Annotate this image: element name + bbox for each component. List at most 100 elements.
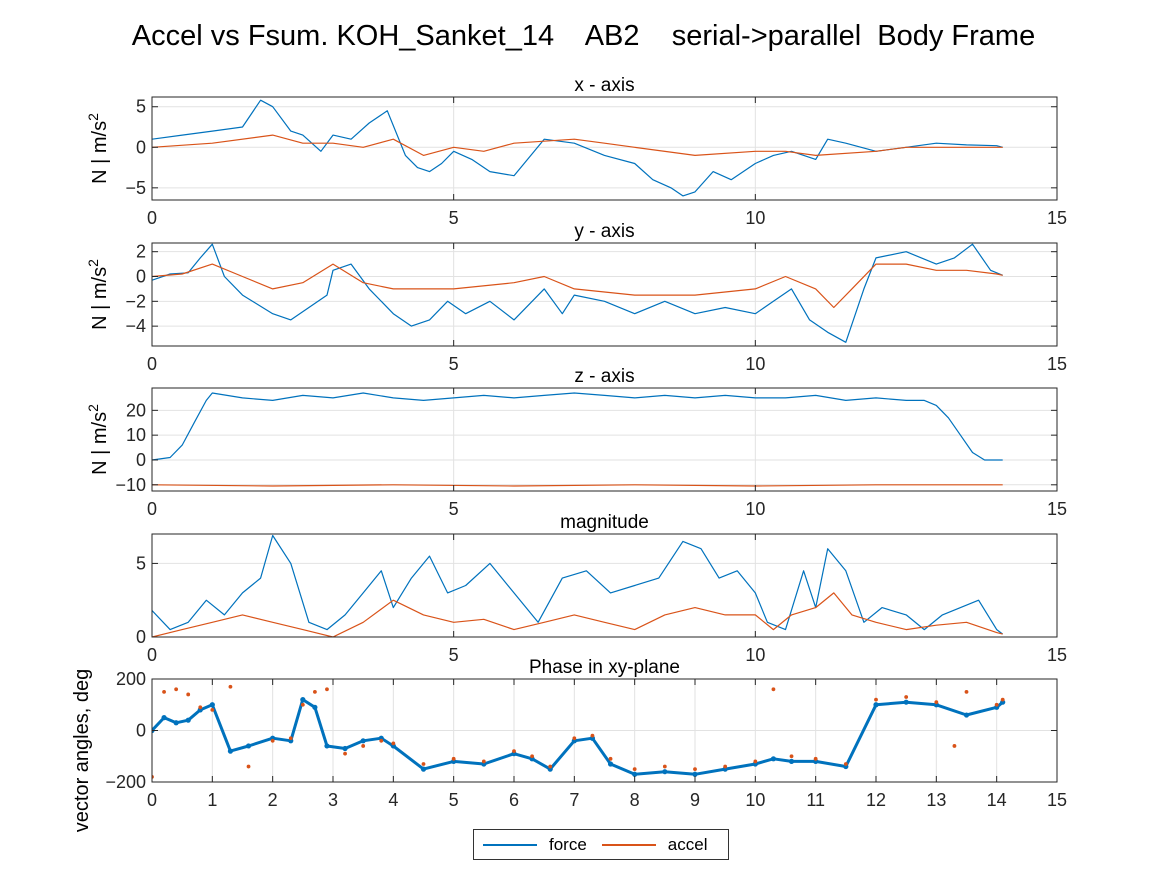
x-tick-label-2-2: 10 <box>745 354 765 374</box>
x-tick-label-1-1: 5 <box>449 208 459 228</box>
point-accel-5-25 <box>608 756 613 761</box>
point-accel-5-14 <box>361 744 366 748</box>
subplot-2: 0 5 10 15 −4 −2 0 2 y - axis N | m/s2 <box>85 221 1067 374</box>
point-accel-5-1 <box>162 689 166 694</box>
x-tick-label-5-6: 6 <box>509 790 519 810</box>
y-tick-label-2-0: −4 <box>125 316 146 336</box>
point-accel-5-13 <box>343 751 347 756</box>
series-line-accel-1 <box>152 134 1003 156</box>
x-tick-label-4-0: 0 <box>147 645 157 665</box>
axes-box-3 <box>151 387 1058 492</box>
point-accel-5-8 <box>270 738 275 743</box>
point-accel-5-15 <box>379 738 384 743</box>
x-tick-label-5-5: 5 <box>449 790 459 810</box>
series-line-force-3 <box>152 392 1003 461</box>
legend-label-accel: accel <box>667 834 708 854</box>
point-accel-5-19 <box>481 759 486 764</box>
y-tick-label-4-0: 0 <box>136 627 146 647</box>
x-tick-label-3-1: 5 <box>449 499 459 519</box>
point-accel-5-33 <box>813 756 818 761</box>
y-axis-label-2: N | m/s2 <box>85 259 111 330</box>
point-accel-5-21 <box>530 754 534 759</box>
y-tick-label-2-1: −2 <box>125 291 146 311</box>
x-tick-label-5-7: 7 <box>569 790 579 810</box>
legend: force accel <box>473 829 729 860</box>
x-tick-label-5-3: 3 <box>328 790 338 810</box>
point-accel-5-30 <box>753 759 758 764</box>
axes-box-4 <box>151 533 1058 638</box>
subplot-4: 0 5 10 15 0 5 magnitude <box>136 512 1067 665</box>
y-axis-label-1: N | m/s2 <box>85 113 111 184</box>
plot-area-4 <box>152 534 1004 637</box>
point-accel-5-10 <box>300 702 305 707</box>
series-line-force-2 <box>152 243 1003 343</box>
plot-area-5 <box>152 684 1006 779</box>
point-accel-5-16 <box>391 741 396 746</box>
point-accel-5-29 <box>723 764 728 769</box>
point-accel-5-12 <box>325 687 329 692</box>
point-accel-5-31 <box>771 687 776 692</box>
y-axis-label-3: N | m/s2 <box>85 404 111 475</box>
x-tick-label-5-15: 15 <box>1047 790 1067 810</box>
y-axis-label-5: vector angles, deg <box>71 669 93 832</box>
series-line-force-4 <box>152 534 1004 635</box>
y-tick-label-5-1: 0 <box>136 721 146 741</box>
y-tick-label-3-0: −10 <box>115 475 146 495</box>
point-accel-5-22 <box>548 764 553 769</box>
x-tick-label-5-12: 12 <box>866 790 886 810</box>
point-accel-5-6 <box>228 684 233 689</box>
subplot-title-5: Phase in xy-plane <box>529 657 680 678</box>
y-tick-label-1-0: −5 <box>125 178 146 198</box>
axes-box-1 <box>151 96 1058 201</box>
point-accel-5-28 <box>693 767 697 772</box>
plot-area-1 <box>152 99 1003 197</box>
subplot-title-1: x - axis <box>574 75 634 96</box>
y-tick-label-3-2: 10 <box>126 425 146 445</box>
x-tick-label-5-4: 4 <box>388 790 398 810</box>
x-tick-label-2-3: 15 <box>1047 354 1067 374</box>
plot-area-3 <box>152 392 1003 487</box>
point-accel-5-17 <box>421 762 426 766</box>
subplot-title-3: z - axis <box>574 366 634 387</box>
x-tick-label-5-0: 0 <box>147 790 157 810</box>
x-tick-label-2-0: 0 <box>147 354 157 374</box>
series-line-accel-3 <box>152 484 1003 487</box>
y-tick-label-1-1: 0 <box>136 137 146 157</box>
point-accel-5-9 <box>288 736 293 741</box>
y-tick-label-5-2: 200 <box>116 669 146 689</box>
legend-item-force: force <box>483 835 587 855</box>
series-line-force-1 <box>152 99 1003 197</box>
x-tick-label-2-1: 5 <box>449 354 459 374</box>
x-tick-label-5-13: 13 <box>926 790 946 810</box>
x-tick-label-1-2: 10 <box>745 208 765 228</box>
point-accel-5-2 <box>174 687 179 692</box>
y-tick-label-2-3: 2 <box>136 242 146 262</box>
x-tick-label-3-2: 10 <box>745 499 765 519</box>
x-tick-label-5-11: 11 <box>806 790 825 810</box>
y-tick-label-4-1: 5 <box>136 553 146 573</box>
x-tick-label-5-9: 9 <box>690 790 700 810</box>
legend-item-accel: accel <box>601 834 708 855</box>
x-tick-label-1-0: 0 <box>147 208 157 228</box>
figure-title: Accel vs Fsum. KOH_Sanket_14 AB2 serial-… <box>131 20 1036 52</box>
y-tick-label-2-2: 0 <box>136 267 146 287</box>
plot-area-2 <box>152 243 1003 343</box>
point-accel-5-5 <box>210 708 215 712</box>
point-accel-5-41 <box>1000 697 1005 702</box>
x-tick-label-5-14: 14 <box>987 790 1007 810</box>
y-tick-label-3-3: 20 <box>126 400 146 420</box>
point-accel-5-23 <box>572 736 577 741</box>
x-tick-label-5-1: 1 <box>207 790 217 810</box>
point-accel-5-26 <box>632 767 637 772</box>
point-accel-5-20 <box>512 749 516 753</box>
x-tick-label-3-0: 0 <box>147 499 157 519</box>
x-tick-label-5-10: 10 <box>745 790 765 810</box>
legend-swatch-accel <box>601 843 656 846</box>
x-tick-label-1-3: 15 <box>1047 208 1067 228</box>
point-accel-5-39 <box>964 689 969 694</box>
point-accel-5-36 <box>904 695 909 699</box>
legend-label-force: force <box>549 834 587 854</box>
point-accel-5-38 <box>952 744 957 748</box>
